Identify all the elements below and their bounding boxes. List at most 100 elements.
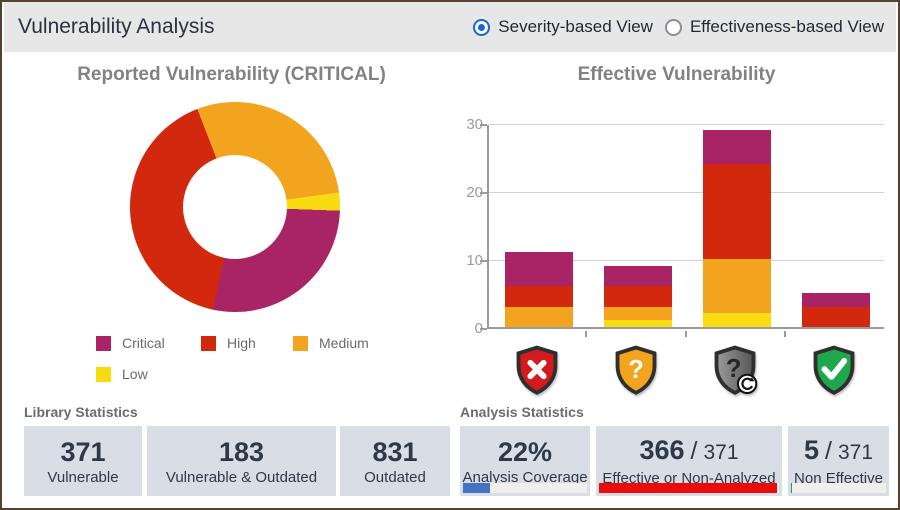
medium-swatch-icon: [293, 335, 308, 351]
view-radio-group: Severity-based View Effectiveness-based V…: [473, 17, 884, 37]
bar-segment-critical: [504, 252, 573, 287]
stat-label: Effective or Non-Analyzed: [602, 470, 776, 487]
stat-value: 5: [803, 435, 820, 465]
bar-segment-high: [504, 286, 573, 307]
library-statistics-heading: Library Statistics: [24, 404, 138, 420]
legend-item-medium[interactable]: Medium: [293, 335, 403, 351]
stat-value-row: 371: [60, 437, 105, 467]
bar-segment-low: [703, 313, 772, 327]
ineffective-red-x-shield-icon: [516, 345, 558, 395]
analysis-statistics-heading: Analysis Statistics: [460, 404, 584, 420]
ytick-mark: [480, 328, 487, 330]
stat-label: Vulnerable & Outdated: [165, 468, 318, 486]
analyzing-gray-question-shield-icon: ?: [714, 345, 758, 395]
stat-separator: /: [825, 437, 832, 465]
donut-hole: [183, 155, 287, 259]
svg-text:?: ?: [726, 355, 742, 383]
bar-segment-high: [802, 306, 871, 327]
legend-item-low[interactable]: Low: [96, 366, 148, 382]
svg-text:?: ?: [628, 356, 644, 384]
stat-value-row: 831: [372, 437, 417, 467]
radio-label: Effectiveness-based View: [689, 17, 884, 36]
radio-selected-icon: [473, 18, 491, 36]
page-title: Vulnerability Analysis: [18, 15, 215, 38]
refresh-badge-icon: [737, 373, 758, 395]
gridline-20: [489, 192, 884, 193]
bar-segment-medium: [603, 306, 672, 321]
legend-label: High: [227, 335, 256, 351]
stat-label: Analysis Coverage: [462, 468, 588, 486]
ytick-mark: [480, 124, 487, 126]
ytick-label-20: 20: [466, 184, 483, 201]
progress-fill: [599, 483, 777, 493]
ytick-label-0: 0: [474, 320, 483, 337]
critical-swatch-icon: [96, 335, 111, 351]
stat-tile-non-effective: 5/371 Non Effective: [788, 426, 889, 496]
ytick-mark: [480, 260, 487, 262]
xtick-mark: [585, 331, 588, 337]
stat-value: 371: [60, 436, 106, 467]
stat-separator: /: [690, 437, 698, 465]
legend-item-high[interactable]: High: [201, 335, 293, 351]
bar-segment-medium: [504, 306, 573, 327]
stat-value-row: 22%: [498, 437, 552, 467]
xtick-mark: [783, 331, 786, 337]
stat-label: Vulnerable: [47, 468, 119, 486]
ytick-label-10: 10: [466, 252, 483, 269]
ytick-label-30: 30: [466, 116, 483, 133]
stacked-bar-unknown-orange-question-shield[interactable]: [603, 265, 672, 327]
stat-value: 22%: [497, 436, 553, 467]
stat-value-row: 366/371: [639, 435, 738, 468]
effective-green-check-shield-icon: [813, 345, 855, 395]
bar-segment-low: [603, 320, 672, 327]
severity-donut-panel: Reported Vulnerability (CRITICAL) Critic…: [4, 52, 459, 398]
stat-label: Non Effective: [794, 470, 883, 487]
stat-value: 366: [639, 435, 685, 465]
stat-denominator: 371: [703, 441, 739, 464]
stat-tile-vulnerable: 371 Vulnerable: [24, 426, 142, 496]
bar-segment-critical: [603, 265, 672, 287]
stacked-bar-analyzing-gray-question-shield[interactable]: [703, 129, 772, 327]
stacked-bar-ineffective-red-x-shield[interactable]: [504, 252, 573, 327]
stat-value-row: 5/371: [804, 435, 873, 468]
radio-label: Severity-based View: [498, 17, 653, 36]
severity-legend: Critical High Medium Low: [96, 335, 426, 382]
stat-denominator: 371: [837, 441, 874, 464]
high-swatch-icon: [201, 335, 216, 351]
legend-item-critical[interactable]: Critical: [96, 335, 201, 351]
xtick-mark: [684, 331, 687, 337]
low-swatch-icon: [96, 366, 111, 382]
progress-fill: [463, 483, 491, 493]
gridline-10: [489, 260, 884, 261]
stat-label: Outdated: [364, 468, 426, 486]
donut-chart-title: Reported Vulnerability (CRITICAL): [77, 64, 386, 85]
progress-track: [463, 483, 587, 493]
bar-segment-high: [603, 286, 672, 307]
stat-tile-outdated: 831 Outdated: [340, 426, 450, 496]
bar-segment-critical: [802, 293, 871, 307]
ytick-mark: [480, 192, 487, 194]
view-radio-effectiveness[interactable]: Effectiveness-based View: [664, 17, 884, 37]
unknown-orange-question-shield-icon: ?: [615, 345, 657, 395]
statistics-area: Library Statistics Analysis Statistics 3…: [4, 398, 896, 508]
bar-segment-critical: [703, 129, 772, 164]
stat-value: 183: [218, 436, 265, 467]
header-bar: Vulnerability Analysis Severity-based Vi…: [4, 2, 896, 52]
stat-value-row: 183: [219, 437, 264, 467]
view-radio-severity[interactable]: Severity-based View: [473, 17, 653, 37]
legend-label: Critical: [122, 335, 165, 351]
bar-segment-high: [703, 163, 772, 260]
bar-plot-area: [487, 124, 884, 329]
legend-label: Low: [122, 366, 148, 382]
progress-fill: [791, 483, 793, 493]
charts-area: Reported Vulnerability (CRITICAL) Critic…: [4, 52, 896, 398]
stat-tile-vulnerable-outdated: 183 Vulnerable & Outdated: [147, 426, 336, 496]
stacked-bar-effective-green-check-shield[interactable]: [802, 293, 871, 327]
legend-label: Medium: [319, 335, 369, 351]
progress-track: [599, 483, 779, 493]
bar-chart-title: Effective Vulnerability: [577, 64, 776, 85]
effective-bar-panel: Effective Vulnerability ? ?: [457, 52, 896, 398]
stat-tile-effective-or-non-analyzed: 366/371 Effective or Non-Analyzed: [596, 426, 782, 496]
stat-value: 831: [372, 436, 418, 467]
